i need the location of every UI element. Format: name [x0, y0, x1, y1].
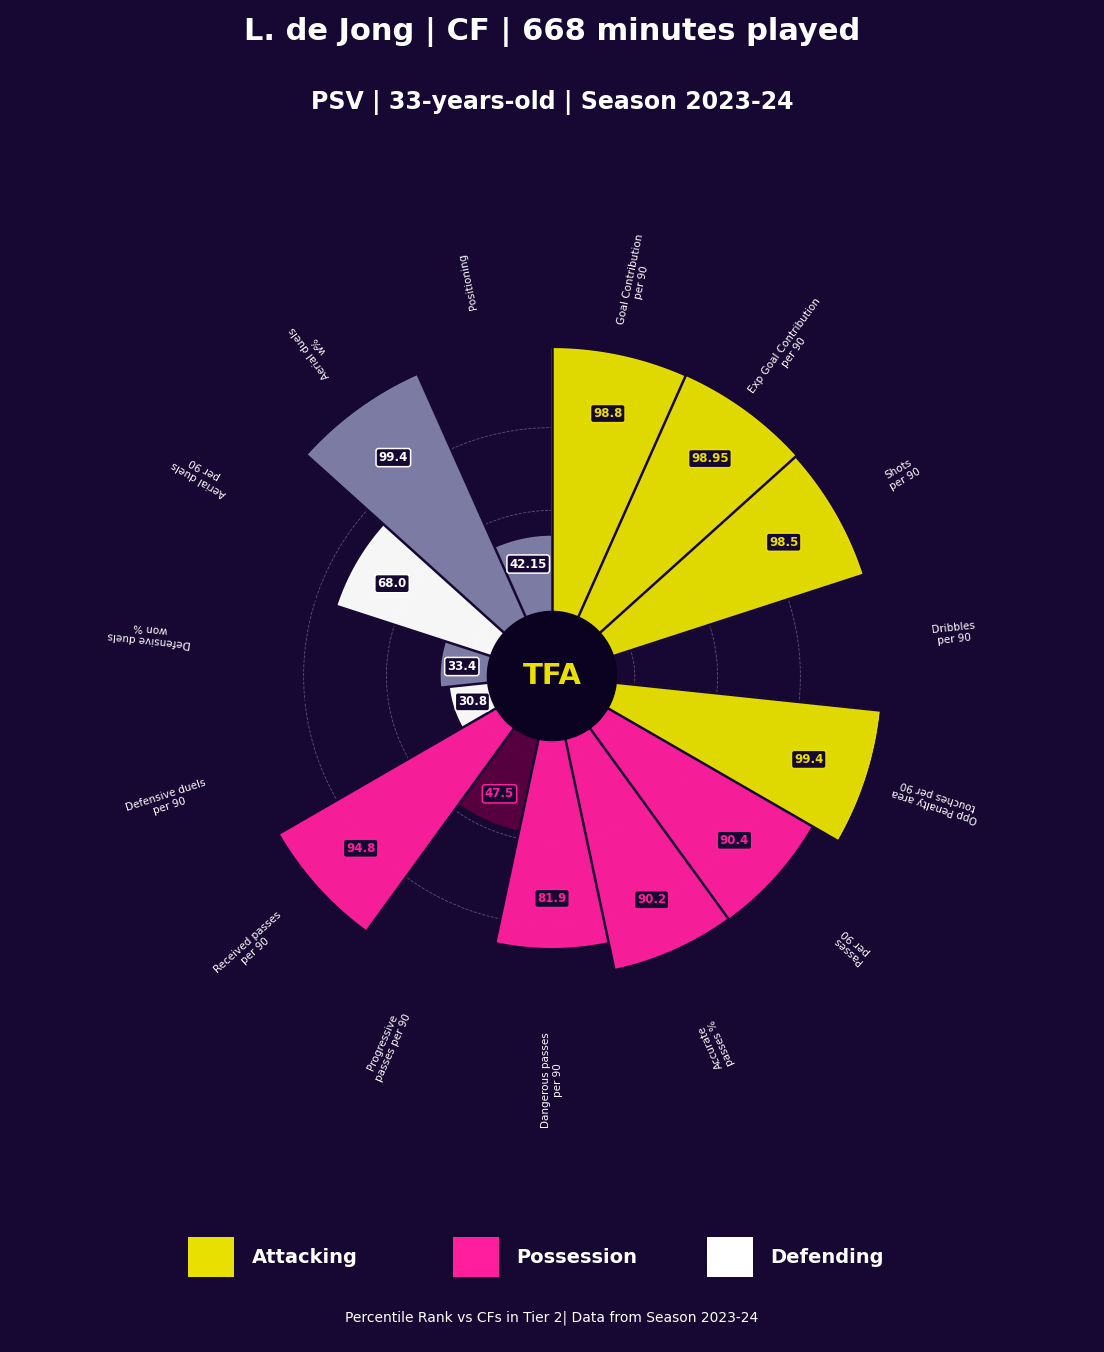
Polygon shape [552, 676, 811, 918]
Text: Accurate
passes %: Accurate passes % [697, 1018, 736, 1072]
Text: Aerial duels
w%: Aerial duels w% [288, 318, 341, 380]
Text: 99.4: 99.4 [379, 452, 408, 464]
Text: Opp Penalty area
touches per 90: Opp Penalty area touches per 90 [890, 777, 983, 825]
Text: 94.8: 94.8 [346, 842, 375, 854]
Polygon shape [496, 676, 608, 948]
Polygon shape [552, 667, 584, 679]
Polygon shape [552, 676, 728, 968]
Polygon shape [488, 611, 616, 741]
Text: 98.95: 98.95 [691, 452, 729, 465]
Text: Dangerous passes
per 90: Dangerous passes per 90 [541, 1032, 563, 1128]
Polygon shape [450, 676, 552, 727]
Text: TFA: TFA [522, 662, 582, 690]
Text: 9.7: 9.7 [574, 667, 595, 679]
Text: Defensive duels
per 90: Defensive duels per 90 [125, 777, 211, 823]
Text: PSV | 33-years-old | Season 2023-24: PSV | 33-years-old | Season 2023-24 [310, 91, 794, 115]
Text: 90.4: 90.4 [720, 834, 750, 846]
Polygon shape [496, 537, 552, 676]
Text: 98.5: 98.5 [769, 535, 798, 549]
Text: 30.8: 30.8 [458, 695, 487, 708]
Text: 33.4: 33.4 [447, 660, 476, 673]
Polygon shape [307, 376, 552, 676]
Bar [453, 1237, 499, 1276]
Text: Dribbles
per 90: Dribbles per 90 [931, 621, 977, 646]
Text: Exp Goal Contribution
per 90: Exp Goal Contribution per 90 [747, 296, 832, 402]
Polygon shape [552, 377, 796, 676]
Text: Attacking: Attacking [252, 1248, 358, 1267]
Polygon shape [459, 676, 552, 830]
Text: Passes
per 90: Passes per 90 [832, 926, 872, 967]
Text: Defensive duels
won %: Defensive duels won % [107, 619, 193, 649]
Text: 47.5: 47.5 [485, 787, 514, 800]
Text: Goal Contribution
per 90: Goal Contribution per 90 [616, 234, 656, 329]
Text: 99.4: 99.4 [794, 753, 824, 767]
Text: 68.0: 68.0 [378, 577, 406, 591]
Text: Positioning: Positioning [457, 251, 479, 310]
Text: 81.9: 81.9 [538, 892, 566, 904]
Polygon shape [552, 676, 880, 841]
Text: Progressive
passes per 90: Progressive passes per 90 [363, 1007, 412, 1083]
Text: Defending: Defending [771, 1248, 884, 1267]
Polygon shape [338, 526, 552, 676]
Text: Aerial duels
per 90: Aerial duels per 90 [170, 449, 234, 499]
Text: L. de Jong | CF | 668 minutes played: L. de Jong | CF | 668 minutes played [244, 18, 860, 47]
Polygon shape [552, 349, 686, 676]
Text: Percentile Rank vs CFs in Tier 2| Data from Season 2023-24: Percentile Rank vs CFs in Tier 2| Data f… [346, 1310, 758, 1325]
Text: 90.2: 90.2 [637, 894, 666, 906]
Polygon shape [442, 642, 552, 688]
Text: Shots
per 90: Shots per 90 [882, 456, 922, 492]
Polygon shape [280, 676, 552, 930]
Text: Received passes
per 90: Received passes per 90 [212, 910, 291, 983]
Polygon shape [552, 458, 862, 676]
Bar [707, 1237, 753, 1276]
Text: 98.8: 98.8 [593, 407, 623, 420]
Text: 42.15: 42.15 [510, 557, 546, 571]
Text: Possession: Possession [517, 1248, 638, 1267]
Bar [188, 1237, 234, 1276]
